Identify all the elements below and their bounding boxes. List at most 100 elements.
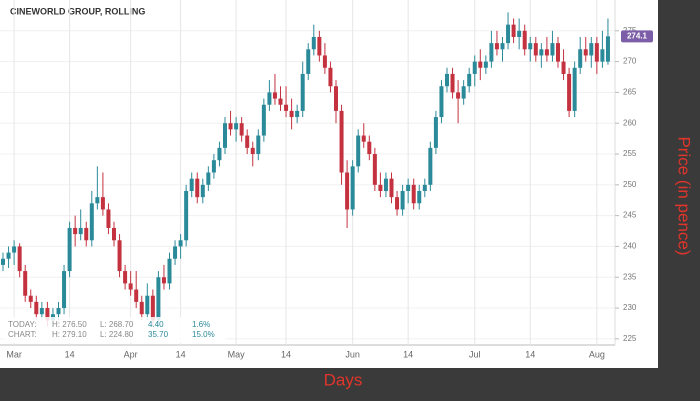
y-tick-label: 250 [623, 180, 637, 189]
y-tick-label: 260 [623, 118, 637, 127]
candle-body [239, 123, 244, 136]
candle-body [272, 92, 277, 99]
candle-body [467, 73, 472, 87]
candle-body [350, 166, 355, 210]
candle-body [117, 240, 122, 272]
candle-body [306, 49, 311, 74]
candle-body [300, 73, 305, 111]
candle-body [334, 86, 338, 111]
candle-body [28, 295, 33, 302]
candle-body [572, 67, 577, 111]
y-tick-label: 235 [623, 272, 637, 281]
candle-body [361, 135, 366, 142]
stats-text: CHART: [8, 330, 37, 339]
last-price-box [621, 30, 653, 43]
candle-body [39, 308, 44, 315]
candle-body [78, 227, 83, 235]
x-tick-label: 14 [281, 349, 291, 359]
y-tick-label: 225 [623, 334, 637, 343]
stats-text: 35.70 [148, 330, 169, 339]
candle-body [395, 197, 400, 210]
candle-body [62, 271, 67, 309]
candle-body [100, 197, 105, 210]
x-tick-label: May [228, 349, 246, 359]
candle-body [156, 277, 161, 321]
x-tick-label: 14 [403, 349, 413, 359]
candle-body [561, 61, 566, 74]
candle-body [184, 190, 189, 241]
y-tick-label: 230 [623, 303, 637, 312]
candle-body [378, 184, 383, 191]
candle-body [178, 240, 183, 247]
candle-body [123, 271, 128, 284]
x-tick-label: 14 [525, 349, 535, 359]
stats-text: TODAY: [8, 320, 37, 329]
candle-body [489, 43, 494, 62]
candle-body [128, 283, 133, 290]
stats-text: H: 276.50 [52, 320, 87, 329]
candle-body [73, 227, 78, 235]
candle-body [322, 55, 327, 68]
candle-body [345, 172, 350, 210]
stats-text: L: 224.80 [100, 330, 134, 339]
y-axis-label: Price (in pence) [675, 136, 694, 255]
y-tick-label: 240 [623, 242, 637, 251]
candle-body [600, 49, 605, 62]
candle-body [261, 104, 266, 136]
candle-body [478, 61, 483, 68]
stats-text: 15.0% [192, 330, 215, 339]
candle-body [112, 227, 116, 241]
candle-body [483, 61, 488, 68]
y-tick-label: 265 [623, 88, 637, 97]
candle-body [400, 190, 405, 210]
candle-body [578, 49, 583, 68]
candle-body [267, 92, 272, 105]
candle-body [12, 246, 17, 253]
candle-body [34, 301, 39, 315]
candle-body [256, 135, 261, 155]
candle-body [145, 295, 150, 315]
candle-body [356, 135, 361, 167]
x-tick-label: Apr [124, 349, 138, 359]
candle-body [367, 141, 372, 155]
chart-title: CINEWORLD GROUP, ROLLING [10, 6, 145, 16]
candle-body [250, 147, 255, 155]
candle-body [389, 178, 394, 198]
candle-body [167, 258, 172, 284]
candle-body [406, 184, 411, 191]
x-tick-label: Jun [345, 349, 360, 359]
candle-body [234, 123, 239, 130]
candle-body [506, 24, 511, 44]
candle-body [134, 289, 139, 302]
candle-body [189, 178, 194, 191]
candle-body [245, 135, 250, 148]
candle-body [533, 43, 538, 56]
y-tick-label: 270 [623, 57, 637, 66]
candle-body [223, 123, 227, 148]
candle-body [45, 308, 50, 321]
last-price-label: 274.1 [627, 31, 648, 40]
candle-body [550, 43, 555, 56]
candle-body [200, 184, 205, 198]
candle-body [328, 67, 333, 87]
stats-text: H: 279.10 [52, 330, 87, 339]
candle-body [522, 30, 527, 50]
candle-body [284, 104, 289, 111]
candle-body [517, 30, 522, 37]
candle-body [544, 49, 549, 56]
candle-body [433, 117, 438, 148]
candle-body [173, 246, 178, 259]
candle-body [228, 123, 233, 130]
candle-body [567, 73, 572, 111]
candle-body [278, 98, 283, 105]
candle-body [17, 246, 22, 272]
stats-text: L: 268.70 [100, 320, 134, 329]
candle-body [428, 147, 433, 185]
candle-body [89, 203, 94, 241]
candle-body [56, 308, 61, 315]
candle-body [417, 190, 422, 204]
candle-body [139, 301, 144, 315]
candle-body [23, 271, 28, 296]
candle-body [383, 178, 388, 191]
